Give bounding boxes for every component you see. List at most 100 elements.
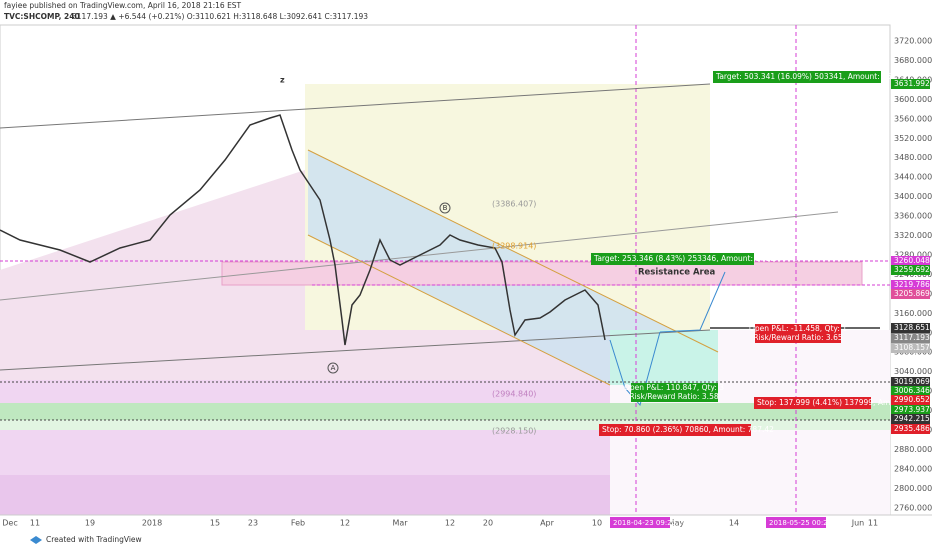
price-tag <box>891 395 930 405</box>
price-tag-label: 3259.692 <box>894 265 930 274</box>
price-tag-label: 3205.869 <box>894 289 930 298</box>
wave-label: A <box>331 364 336 372</box>
time-label: 10 <box>592 519 602 528</box>
pnl-label: Open P&L: 110.847, Qty: 3 <box>624 383 724 392</box>
price-label: 3680.000 <box>894 56 932 65</box>
time-label: Dec <box>2 519 17 528</box>
price-tag <box>891 289 930 299</box>
time-label: 2018 <box>142 519 162 528</box>
time-label: Jun <box>851 519 865 528</box>
time-tag-label: 2018-05-25 00:25:00 <box>769 519 843 527</box>
time-label: 20 <box>483 519 493 528</box>
wave-circle <box>439 202 451 214</box>
pnl-box <box>631 383 718 402</box>
wave-circle <box>327 362 339 374</box>
stop-box <box>754 397 871 409</box>
price-tag-label: 3128.651 <box>894 323 930 332</box>
price-label: 3400.000 <box>894 192 932 201</box>
stop-box <box>599 424 751 436</box>
target-label: Target: 253.346 (8.43%) 253346, Amount: … <box>593 254 787 263</box>
price-label: 2760.000 <box>894 503 932 512</box>
axes: 3720.0003680.0003640.0003600.0003560.000… <box>0 37 932 528</box>
price-tag <box>891 405 930 415</box>
time-label: 12 <box>340 519 350 528</box>
target-box <box>591 253 754 265</box>
wave-label: B <box>443 204 448 212</box>
price-label: 3360.000 <box>894 212 932 221</box>
price-tag-label: 3019.069 <box>894 377 930 386</box>
symbol: TVC:SHCOMP, 240 <box>4 12 80 21</box>
stop-label: Stop: 137.999 (4.41%) 137999, Amount: 86… <box>757 398 927 407</box>
time-label: 11 <box>868 519 878 528</box>
price-label: 3280.000 <box>894 250 932 259</box>
pnl-box <box>755 324 841 343</box>
price-label: 3040.000 <box>894 367 932 376</box>
target-box <box>713 71 881 83</box>
stop-band <box>0 403 890 420</box>
price-tag <box>891 414 930 424</box>
price-tag <box>891 79 930 89</box>
time-label: 14 <box>729 519 739 528</box>
price-tag-label: 2935.486 <box>894 424 930 433</box>
stop-label: Stop: 70.860 (2.36%) 70860, Amount: 787.… <box>602 425 774 434</box>
price-label: 3160.000 <box>894 309 932 318</box>
quote: 3117.193 ▲ +6.544 (+0.21%) O:3110.621 H:… <box>72 12 368 21</box>
time-tag-label: 2018-04-23 09:25:00 <box>613 519 687 527</box>
time-label: 15 <box>210 519 220 528</box>
time-label: May <box>668 519 685 528</box>
price-tag-label: 2973.937 <box>894 405 930 414</box>
price-tag <box>891 386 930 396</box>
price-label: 3480.000 <box>894 153 932 162</box>
price-label: 2800.000 <box>894 484 932 493</box>
price-tag-label: 3260.048 <box>894 256 930 265</box>
price-label: 3440.000 <box>894 173 932 182</box>
time-label: Feb <box>291 519 305 528</box>
time-tag <box>766 517 826 528</box>
price-tag-label: 3006.346 <box>894 386 930 395</box>
time-label: Mar <box>392 519 408 528</box>
trend-line <box>0 83 711 129</box>
price-tag <box>891 265 930 275</box>
price-label: 3600.000 <box>894 95 932 104</box>
time-label: 12 <box>445 519 455 528</box>
target-label: Target: 503.341 (16.09%) 503341, Amount:… <box>715 72 913 81</box>
lavender-dark <box>0 475 610 515</box>
price-label: 2840.000 <box>894 464 932 473</box>
rr-label: Risk/Reward Ratio: 3.65 <box>753 333 842 342</box>
rr-label: Risk/Reward Ratio: 3.58 <box>629 392 718 401</box>
price-tag <box>891 280 930 290</box>
fib-level: (2928.150) <box>492 427 536 436</box>
price-tag <box>891 256 930 266</box>
price-tag <box>891 343 930 353</box>
chart-area: z B A (3386.407) (3298.914) (2994.840) (… <box>0 24 927 516</box>
price-label: 3320.000 <box>894 231 932 240</box>
price-label: 2880.000 <box>894 445 932 454</box>
resistance-label: Resistance Area <box>638 268 715 278</box>
fib-level: (3386.407) <box>492 200 536 209</box>
projection <box>659 271 726 333</box>
pnl-label: Open P&L: -11.458, Qty: 1 <box>749 324 847 333</box>
price-tag <box>891 377 930 387</box>
price-tag <box>891 424 930 434</box>
price-tag-label: 3631.992 <box>894 79 930 88</box>
logo <box>30 536 42 544</box>
published: fayiee published on TradingView.com, Apr… <box>4 1 242 10</box>
wave-label: z <box>280 76 285 85</box>
footer: Created with TradingView <box>46 535 142 544</box>
trend-line <box>0 329 711 371</box>
price-tag-label: 2990.652 <box>894 395 930 404</box>
price-label: 3520.000 <box>894 134 932 143</box>
time-label: 11 <box>30 519 40 528</box>
time-label: Apr <box>540 519 555 528</box>
fib-level: (2994.840) <box>492 390 536 399</box>
price-tag-label: 3108.157 <box>894 343 930 352</box>
profit-zone <box>610 330 718 385</box>
price-tag-label: 3117.193 <box>894 333 930 342</box>
fib-level: (3298.914) <box>492 242 536 251</box>
price-tag <box>891 323 930 333</box>
price-tag-label: 3219.786 <box>894 280 930 289</box>
price-path <box>0 114 606 346</box>
stop-band-light <box>0 420 890 430</box>
